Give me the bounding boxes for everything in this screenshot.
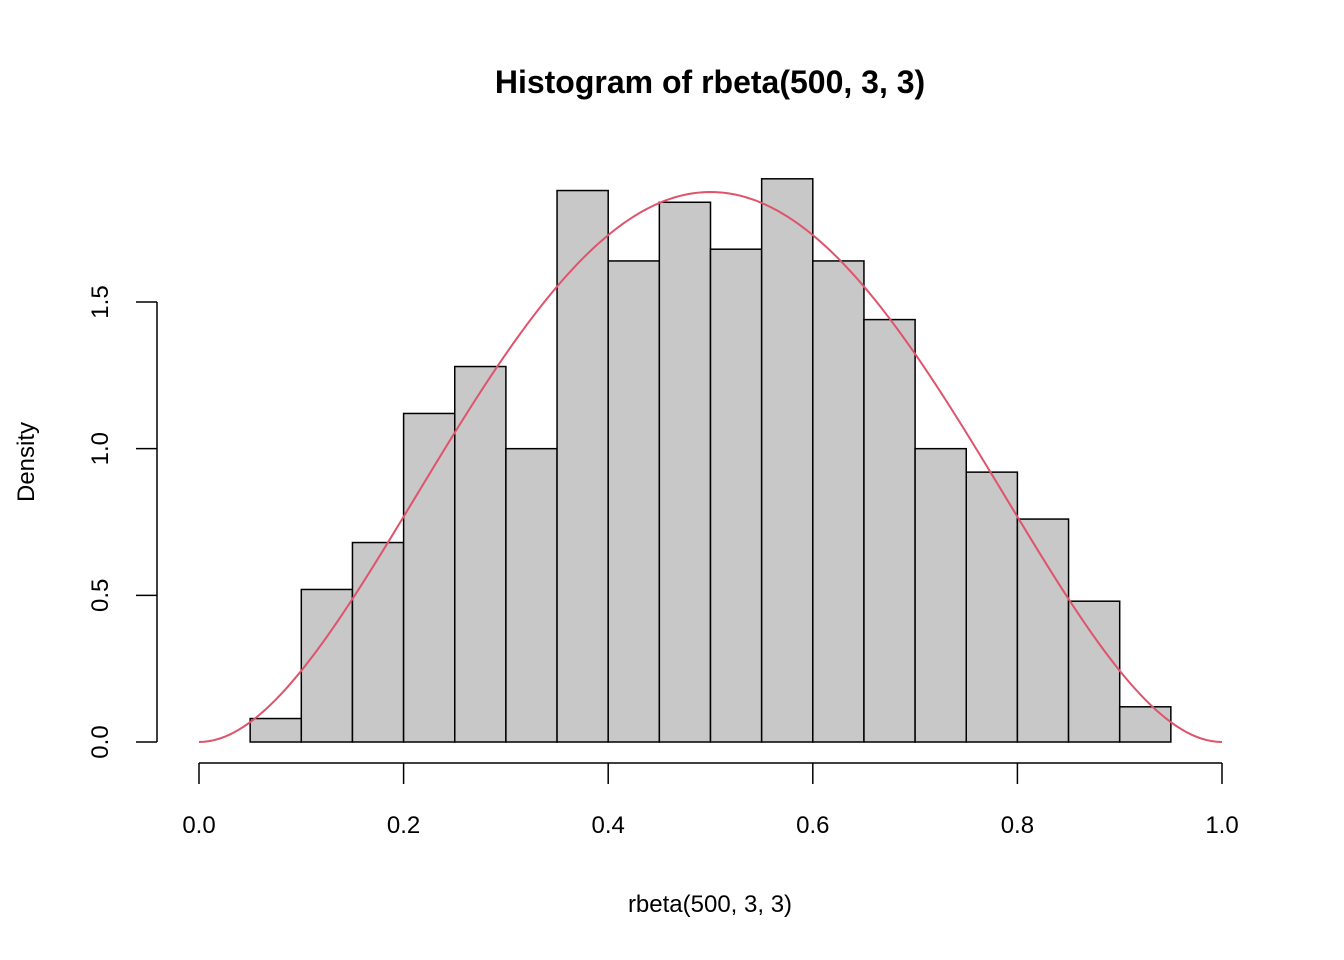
histogram-bar-10 [709,248,763,743]
x-axis: 0.0 0.2 0.4 0.6 0.8 1.0 [182,762,1239,839]
histogram-bar-5 [454,365,507,743]
histogram-bar-6 [505,447,558,743]
histogram-bar-1 [249,717,303,743]
x-axis-label: rbeta(500, 3, 3) [628,891,792,918]
histogram-bar-17 [1067,600,1121,743]
x-tick-label: 0.2 [387,812,420,839]
y-axis: 0.0 0.5 1.0 1.5 [87,285,158,759]
y-tick-label: 0.5 [87,579,114,612]
histogram-bar-2 [300,588,354,743]
y-tick-label: 1.5 [87,285,114,318]
x-tick-label: 0.4 [592,812,625,839]
histogram-bar-18 [1118,706,1172,743]
histogram-bar-9 [658,201,712,743]
histogram-bar-15 [965,471,1019,743]
histogram-bar-7 [556,189,609,743]
density-curve [198,190,1223,743]
histogram-bar-16 [1016,518,1070,743]
x-tick-label: 0.6 [796,812,829,839]
histogram-bar-8 [607,260,661,743]
histogram-bar-12 [812,260,865,743]
chart-title: Histogram of rbeta(500, 3, 3) [495,64,925,100]
y-axis-label: Density [13,422,40,502]
y-tick-label: 1.0 [87,432,114,465]
histogram-bar-13 [863,318,916,743]
histogram-bar-3 [351,541,405,743]
x-tick-label: 1.0 [1205,812,1238,839]
x-tick-label: 0.8 [1001,812,1034,839]
histogram-bar-14 [914,447,967,743]
histogram-bars [249,178,1172,743]
histogram-bar-4 [402,412,456,743]
y-tick-label: 0.0 [87,725,114,758]
x-tick-label: 0.0 [182,812,215,839]
histogram-bar-11 [760,178,814,743]
